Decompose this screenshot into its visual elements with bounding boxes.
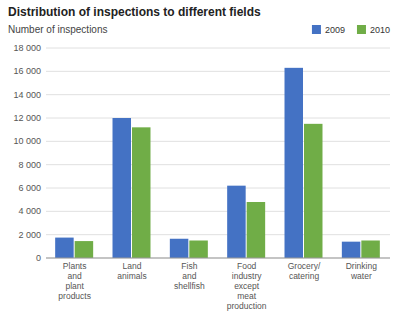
x-tick-label: Grocery/catering bbox=[288, 261, 321, 281]
y-tick-label: 4 000 bbox=[18, 206, 41, 216]
x-axis-line bbox=[46, 258, 390, 259]
y-tick-label: 16 000 bbox=[13, 66, 41, 76]
bar bbox=[75, 241, 93, 258]
y-tick-label: 10 000 bbox=[13, 136, 41, 146]
grid-line bbox=[46, 118, 390, 119]
grid-line bbox=[46, 211, 390, 212]
grid-line bbox=[46, 141, 390, 142]
bar bbox=[304, 124, 322, 258]
legend-label: 2009 bbox=[325, 25, 345, 35]
grid-line bbox=[46, 258, 390, 259]
bar bbox=[247, 202, 265, 258]
chart-container: Distribution of inspections to different… bbox=[0, 0, 400, 320]
grid-line bbox=[46, 188, 390, 189]
title: Distribution of inspections to different… bbox=[8, 5, 261, 19]
x-tick-label: Foodindustryexceptmeatproduction bbox=[227, 261, 267, 311]
legend-label: 2010 bbox=[370, 25, 390, 35]
bars bbox=[55, 68, 380, 258]
bar bbox=[227, 186, 245, 258]
bar bbox=[55, 238, 73, 258]
legend-swatch bbox=[357, 25, 366, 34]
grid-line bbox=[46, 48, 390, 49]
bar bbox=[170, 239, 188, 258]
subtitle: Number of inspections bbox=[8, 24, 108, 35]
x-axis: Plantsandplantproducts Landanimals Fishand… bbox=[58, 261, 377, 311]
bar bbox=[361, 241, 379, 259]
x-tick-label: Drinkingwater bbox=[346, 261, 377, 281]
y-tick-label: 6 000 bbox=[18, 183, 41, 193]
y-tick-label: 0 bbox=[36, 253, 41, 263]
bar bbox=[285, 68, 303, 258]
y-axis: 0 2 000 4 000 6 000 8 000 10 000 12 000 14 000 1… bbox=[13, 43, 390, 263]
y-tick-label: 14 000 bbox=[13, 90, 41, 100]
legend-swatch bbox=[312, 25, 321, 34]
x-tick-label: Plantsandplantproducts bbox=[58, 261, 91, 301]
legend: 2009 2010 bbox=[312, 25, 390, 35]
grid-line bbox=[46, 71, 390, 72]
y-tick-label: 2 000 bbox=[18, 230, 41, 240]
x-tick-label: Fishandshellfish bbox=[174, 261, 205, 291]
bar bbox=[342, 242, 360, 258]
grid-line bbox=[46, 164, 390, 165]
y-tick-label: 18 000 bbox=[13, 43, 41, 53]
bar bbox=[113, 118, 131, 258]
y-tick-label: 12 000 bbox=[13, 113, 41, 123]
grid-line bbox=[46, 234, 390, 235]
bar bbox=[189, 241, 207, 259]
chart-svg: Distribution of inspections to different… bbox=[0, 0, 400, 320]
x-tick-label: Landanimals bbox=[117, 261, 146, 281]
y-tick-label: 8 000 bbox=[18, 160, 41, 170]
bar bbox=[132, 127, 150, 258]
grid-line bbox=[46, 94, 390, 95]
